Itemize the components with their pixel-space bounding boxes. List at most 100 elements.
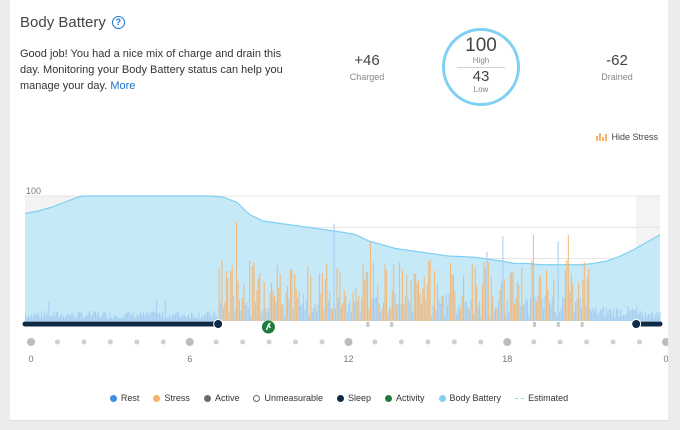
stress-bar xyxy=(522,305,524,321)
stress-bar xyxy=(480,315,482,321)
stress-bar xyxy=(374,298,376,321)
legend-item-rest[interactable]: Rest xyxy=(109,393,140,403)
stress-bar xyxy=(342,302,344,321)
stress-bar xyxy=(609,308,612,321)
stress-bar xyxy=(416,283,418,321)
stress-bar xyxy=(272,290,274,321)
stress-bar xyxy=(343,289,345,321)
x-tick-label: 18 xyxy=(502,354,512,364)
stress-bar xyxy=(35,314,37,321)
stress-bar xyxy=(404,295,406,321)
stress-bar xyxy=(253,262,255,321)
stress-bar xyxy=(628,309,631,321)
stress-bar xyxy=(551,297,553,321)
more-link[interactable]: More xyxy=(110,80,136,92)
legend-item-activity[interactable]: Activity xyxy=(385,393,425,403)
hour-dot xyxy=(266,339,272,345)
stress-bar xyxy=(279,273,281,321)
stress-bar xyxy=(423,277,425,321)
stress-bar xyxy=(201,316,203,321)
stress-bar xyxy=(29,317,31,321)
stress-bar xyxy=(218,268,220,321)
stress-bar xyxy=(187,314,190,321)
stress-bar xyxy=(468,310,470,321)
unmeasurable-tick xyxy=(556,322,560,327)
stress-bar xyxy=(535,301,537,321)
stress-bar xyxy=(516,281,518,321)
stress-bar xyxy=(655,314,657,321)
hide-stress-toggle[interactable]: Hide Stress xyxy=(596,132,658,142)
legend-item-stress[interactable]: Stress xyxy=(153,393,190,403)
stress-bar xyxy=(543,307,545,321)
stress-bar xyxy=(368,308,370,321)
stress-bar xyxy=(241,297,243,321)
card-title-text: Body Battery xyxy=(20,14,106,31)
stress-bar xyxy=(90,315,92,321)
high-value: 100 xyxy=(465,35,497,56)
hour-dot xyxy=(557,339,563,345)
x-tick-label: 6 xyxy=(187,354,192,364)
stress-bar xyxy=(288,298,290,321)
stress-bar xyxy=(240,310,242,321)
stress-bar xyxy=(500,281,502,321)
stress-bar xyxy=(102,313,104,321)
legend-item-estimated[interactable]: Estimated xyxy=(515,393,568,403)
stress-bar xyxy=(246,302,248,321)
stress-bar xyxy=(394,294,396,321)
stress-bar xyxy=(228,312,230,321)
stress-bar xyxy=(585,305,587,321)
stress-bar xyxy=(487,262,489,321)
stress-bar xyxy=(116,316,118,321)
stress-bar xyxy=(202,316,204,321)
stress-bar xyxy=(495,307,497,321)
legend-item-sleep[interactable]: Sleep xyxy=(336,393,371,403)
stress-bar xyxy=(362,264,364,321)
stress-bar xyxy=(532,234,534,321)
hour-dot xyxy=(134,339,140,345)
stress-bar xyxy=(529,297,532,321)
body-battery-card: Body Battery ? Good job! You had a nice … xyxy=(10,0,668,421)
drained-label: Drained xyxy=(601,72,633,82)
stress-bar xyxy=(38,314,40,321)
stress-bar xyxy=(39,317,41,321)
stress-bar xyxy=(447,305,449,321)
stress-bar xyxy=(435,309,437,321)
legend-item-body-battery[interactable]: Body Battery xyxy=(438,393,501,403)
stress-bar xyxy=(561,296,564,321)
stress-bar xyxy=(653,317,655,321)
stress-bar xyxy=(294,273,296,321)
legend-label: Active xyxy=(214,393,240,403)
hour-dot xyxy=(372,339,378,345)
stress-bar xyxy=(269,292,271,321)
legend-marker-icon xyxy=(385,394,393,402)
stress-bar xyxy=(346,312,348,321)
stress-bar xyxy=(463,275,465,321)
stress-bar xyxy=(321,273,323,321)
stress-bar xyxy=(640,311,642,321)
body-battery-line xyxy=(24,195,661,266)
stress-bar xyxy=(353,302,355,321)
stress-bar xyxy=(300,305,302,321)
help-icon[interactable]: ? xyxy=(111,16,125,29)
legend-item-unmeasurable[interactable]: Unmeasurable xyxy=(253,393,323,403)
stress-bar xyxy=(73,315,75,321)
stress-bar xyxy=(519,306,521,321)
stress-bar xyxy=(46,313,48,321)
legend-label: Rest xyxy=(120,393,140,403)
stress-bar xyxy=(51,316,53,321)
hour-dot xyxy=(319,339,325,345)
stress-bar xyxy=(177,311,179,321)
stress-bar xyxy=(131,315,133,321)
stress-bar xyxy=(301,304,303,321)
stress-bar xyxy=(166,317,168,321)
y-tick-label: 100 xyxy=(26,186,41,196)
stress-bar xyxy=(540,275,542,321)
stress-bar xyxy=(429,259,431,321)
stress-bar xyxy=(212,313,214,321)
legend-item-active[interactable]: Active xyxy=(203,393,240,403)
stress-bar xyxy=(337,297,339,321)
stress-bar xyxy=(538,277,540,321)
stress-bar xyxy=(139,311,142,321)
hour-dot xyxy=(54,339,60,345)
stress-bar xyxy=(426,285,428,321)
